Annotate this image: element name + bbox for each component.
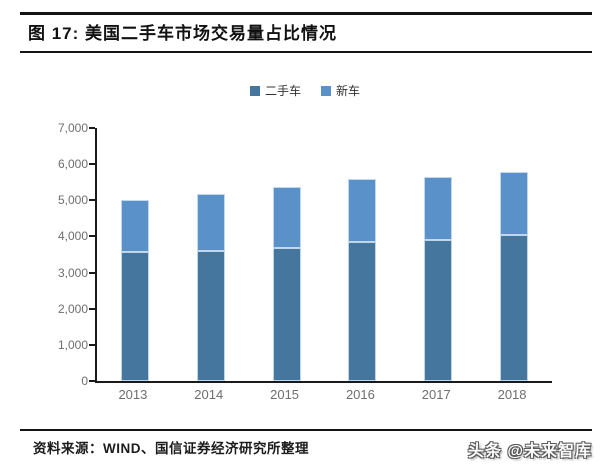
bar-segment-used-car bbox=[348, 241, 377, 381]
stacked-bar bbox=[348, 178, 377, 381]
stacked-bar-chart: 0 1,000 2,000 3,000 4,000 5,000 6,000 7,000 201… bbox=[30, 121, 552, 402]
stacked-bar bbox=[500, 172, 529, 381]
y-tick-label: 0 bbox=[81, 374, 88, 388]
x-tick-label: 2016 bbox=[345, 387, 375, 402]
figure-title: 图 17: 美国二手车市场交易量占比情况 bbox=[28, 24, 338, 43]
y-tick-mark bbox=[89, 343, 95, 346]
stacked-bar bbox=[196, 193, 225, 381]
bar-group-2018 bbox=[476, 128, 552, 381]
bar-segment-used-car bbox=[272, 247, 301, 381]
footer: 资料来源：WIND、国信证券经济研究所整理 头条 @未来智库 bbox=[0, 437, 610, 461]
legend-label-used-car: 二手车 bbox=[264, 84, 301, 98]
bar-segment-used-car bbox=[196, 250, 225, 381]
y-tick-label: 7,000 bbox=[57, 121, 88, 135]
bar-group-2014 bbox=[173, 128, 249, 381]
bar-segment-used-car bbox=[424, 239, 453, 381]
legend: 二手车 新车 bbox=[0, 82, 610, 99]
y-tick-mark bbox=[89, 163, 95, 166]
legend-swatch-used-car bbox=[249, 85, 260, 96]
plot-area bbox=[89, 127, 552, 383]
bar-segment-used-car bbox=[120, 252, 149, 381]
y-tick-label: 4,000 bbox=[57, 229, 88, 244]
x-tick-label: 2013 bbox=[118, 387, 148, 402]
x-axis-labels: 2013 2014 2015 2016 2017 2018 bbox=[95, 387, 550, 402]
y-tick-mark bbox=[89, 199, 95, 202]
bar-segment-new-car bbox=[424, 177, 453, 240]
watermark: 头条 @未来智库 bbox=[467, 443, 592, 460]
stacked-bar bbox=[272, 187, 301, 381]
title-underline bbox=[20, 51, 592, 53]
y-tick-label: 3,000 bbox=[57, 265, 88, 280]
legend-item-used-car: 二手车 bbox=[249, 82, 301, 99]
bar-group-2013 bbox=[97, 128, 173, 381]
x-tick-label: 2017 bbox=[421, 387, 451, 402]
legend-swatch-new-car bbox=[321, 85, 331, 96]
y-tick-label: 2,000 bbox=[57, 301, 88, 316]
y-tick-label: 5,000 bbox=[57, 193, 88, 208]
bar-group-2016 bbox=[324, 128, 400, 381]
x-tick-label: 2014 bbox=[194, 387, 224, 402]
bar-group-2017 bbox=[400, 128, 476, 381]
stacked-bar bbox=[120, 199, 149, 381]
footer-rule bbox=[20, 429, 592, 431]
y-tick-mark bbox=[89, 380, 95, 382]
y-tick-mark bbox=[89, 127, 95, 129]
x-tick-label: 2015 bbox=[270, 387, 300, 402]
y-tick-mark bbox=[89, 271, 95, 274]
bar-segment-new-car bbox=[196, 193, 225, 251]
bar-segment-new-car bbox=[348, 178, 377, 242]
y-tick-label: 1,000 bbox=[57, 337, 88, 352]
bar-segment-new-car bbox=[500, 172, 529, 236]
bar-group-2015 bbox=[249, 128, 325, 381]
bar-segment-new-car bbox=[272, 187, 301, 248]
bar-segment-new-car bbox=[120, 199, 149, 253]
y-tick-label: 6,000 bbox=[57, 157, 88, 172]
legend-item-new-car: 新车 bbox=[321, 82, 360, 99]
x-tick-label: 2018 bbox=[497, 387, 527, 402]
y-axis: 0 1,000 2,000 3,000 4,000 5,000 6,000 7,000 bbox=[30, 121, 88, 388]
bars bbox=[97, 128, 552, 381]
y-tick-mark bbox=[89, 235, 95, 238]
legend-label-new-car: 新车 bbox=[336, 84, 361, 98]
source-note: 资料来源：WIND、国信证券经济研究所整理 bbox=[33, 441, 309, 456]
top-rule bbox=[20, 12, 592, 15]
stacked-bar bbox=[424, 177, 453, 381]
bar-segment-used-car bbox=[500, 235, 529, 381]
y-tick-mark bbox=[89, 307, 95, 310]
